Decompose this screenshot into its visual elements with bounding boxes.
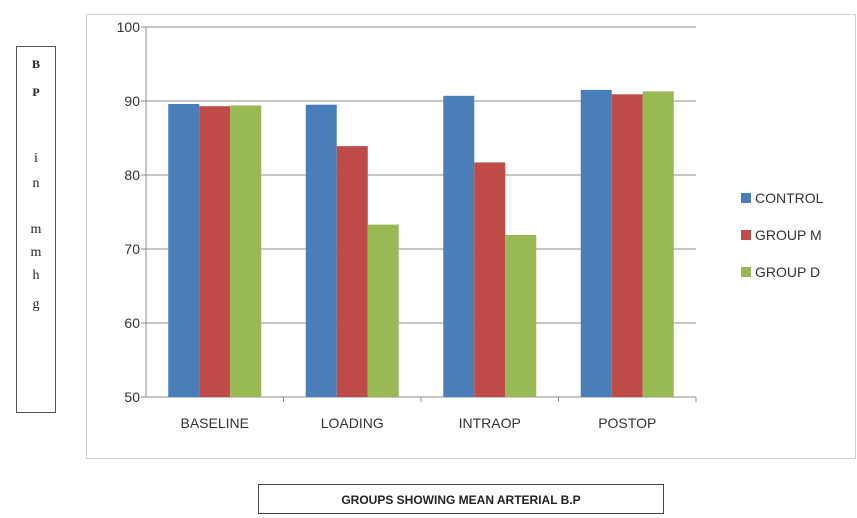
bar [580,89,612,398]
y-axis-label-char: B [31,57,40,71]
y-tick-label: 70 [124,241,140,257]
bar [199,106,231,398]
x-tick-label: BASELINE [181,415,249,431]
y-axis-label-char: m [30,245,42,260]
bar [230,105,262,397]
y-tick-label: 80 [124,167,140,183]
y-axis-label-char: P [32,85,40,99]
y-axis-label-char: m [30,222,42,237]
legend-label: CONTROL [755,190,824,206]
x-tick-label: POSTOP [598,415,656,431]
bar [474,162,506,397]
chart-title-box: GROUPS SHOWING MEAN ARTERIAL B.P [258,484,664,514]
legend-label: GROUP D [755,264,820,280]
y-tick-label: 100 [117,19,141,35]
legend-swatch [741,230,751,240]
legend-label: GROUP M [755,227,822,243]
bar [168,103,200,398]
bar [443,95,475,397]
bar [611,94,643,397]
y-tick-label: 90 [124,93,140,109]
bar [336,146,368,397]
legend-swatch [741,193,751,203]
x-tick-label: LOADING [321,415,384,431]
y-tick-label: 50 [124,389,140,405]
x-tick-label: INTRAOP [459,415,521,431]
y-axis-label-char: i [34,151,38,166]
bar [367,224,399,397]
y-axis-label-char: h [32,268,40,283]
bar [642,91,674,397]
bar [505,234,537,397]
y-axis-label-char: n [32,176,40,191]
y-axis-label-char: g [32,297,40,312]
y-tick-label: 60 [124,315,140,331]
chart-title: GROUPS SHOWING MEAN ARTERIAL B.P [341,493,581,507]
bar [305,104,337,397]
legend-swatch [741,267,751,277]
